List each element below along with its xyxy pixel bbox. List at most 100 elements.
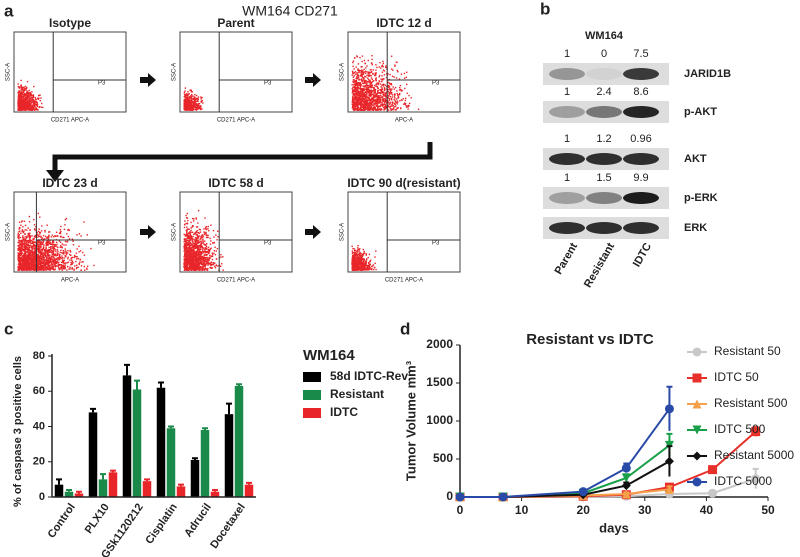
- dot: [191, 91, 194, 93]
- dot: [63, 244, 65, 246]
- dot: [370, 84, 373, 87]
- dot: [366, 90, 368, 93]
- dot: [191, 93, 193, 96]
- dot: [30, 261, 33, 263]
- dot: [360, 95, 362, 98]
- dot: [192, 244, 194, 246]
- dot: [368, 90, 370, 92]
- dot: [62, 261, 64, 263]
- dot: [31, 253, 34, 256]
- dot: [356, 84, 359, 86]
- dot: [31, 260, 33, 262]
- dot: [39, 260, 41, 263]
- dot: [186, 103, 188, 105]
- dot: [32, 265, 34, 268]
- dot: [22, 264, 24, 266]
- dot: [19, 264, 21, 267]
- dot: [50, 264, 52, 266]
- dot: [33, 241, 35, 243]
- dot: [53, 247, 56, 250]
- dot: [41, 252, 43, 254]
- dot: [45, 247, 47, 250]
- dot: [46, 242, 48, 244]
- dot: [56, 254, 59, 257]
- dot: [394, 93, 396, 95]
- dot: [187, 252, 189, 254]
- dot: [379, 98, 381, 100]
- dots: [183, 87, 204, 111]
- dot: [20, 79, 22, 82]
- dot: [48, 255, 50, 257]
- dot: [390, 99, 393, 101]
- dot: [201, 266, 204, 268]
- dot: [67, 265, 69, 268]
- dot: [394, 64, 396, 66]
- dot: [390, 68, 393, 70]
- dot: [393, 76, 395, 78]
- dot: [368, 97, 370, 99]
- dot: [209, 263, 212, 266]
- dot: [49, 240, 51, 242]
- dot: [183, 101, 186, 104]
- dot: [25, 265, 28, 267]
- dot: [26, 255, 28, 258]
- dot: [197, 222, 199, 224]
- dot: [56, 249, 58, 251]
- dot: [39, 259, 41, 262]
- dot: [194, 245, 196, 247]
- dot: [372, 89, 374, 92]
- dot: [357, 76, 359, 79]
- dot: [189, 103, 191, 105]
- dot: [378, 102, 380, 104]
- dot: [379, 61, 381, 64]
- dot: [203, 256, 206, 259]
- dot: [193, 107, 195, 109]
- dot: [31, 269, 33, 271]
- dot: [387, 95, 390, 97]
- dot: [56, 252, 59, 254]
- dot: [199, 244, 202, 246]
- dot: [32, 94, 35, 96]
- dot: [184, 253, 187, 256]
- dot: [195, 230, 197, 233]
- dot: [25, 267, 27, 270]
- dot: [48, 260, 50, 262]
- dot: [193, 247, 195, 250]
- dot: [377, 82, 380, 84]
- dot: [31, 257, 34, 259]
- dot: [19, 251, 21, 253]
- dot: [33, 257, 36, 259]
- dot: [31, 91, 33, 93]
- dot: [32, 268, 34, 270]
- dot: [354, 85, 356, 88]
- dot: [187, 103, 189, 106]
- dot: [43, 248, 46, 251]
- dot: [358, 92, 360, 94]
- dot: [369, 104, 372, 106]
- dot: [32, 255, 35, 257]
- dot: [354, 71, 357, 73]
- dot: [22, 90, 25, 92]
- arrow-head: [46, 170, 64, 182]
- dot: [34, 251, 37, 253]
- dot: [194, 267, 196, 270]
- dot: [24, 106, 26, 108]
- dot: [187, 219, 189, 222]
- dot: [39, 216, 41, 218]
- dot: [25, 257, 28, 259]
- dot: [20, 264, 23, 266]
- dot: [184, 103, 186, 105]
- dot: [367, 71, 370, 73]
- dot: [37, 254, 40, 257]
- dot: [52, 246, 54, 249]
- dot: [368, 89, 370, 91]
- dot: [29, 267, 32, 270]
- dot: [17, 96, 19, 98]
- dot: [194, 108, 196, 110]
- dot: [373, 107, 376, 110]
- dot: [39, 258, 42, 260]
- dot: [364, 95, 366, 98]
- dot: [377, 105, 379, 107]
- dot: [193, 96, 196, 98]
- dot: [380, 103, 382, 106]
